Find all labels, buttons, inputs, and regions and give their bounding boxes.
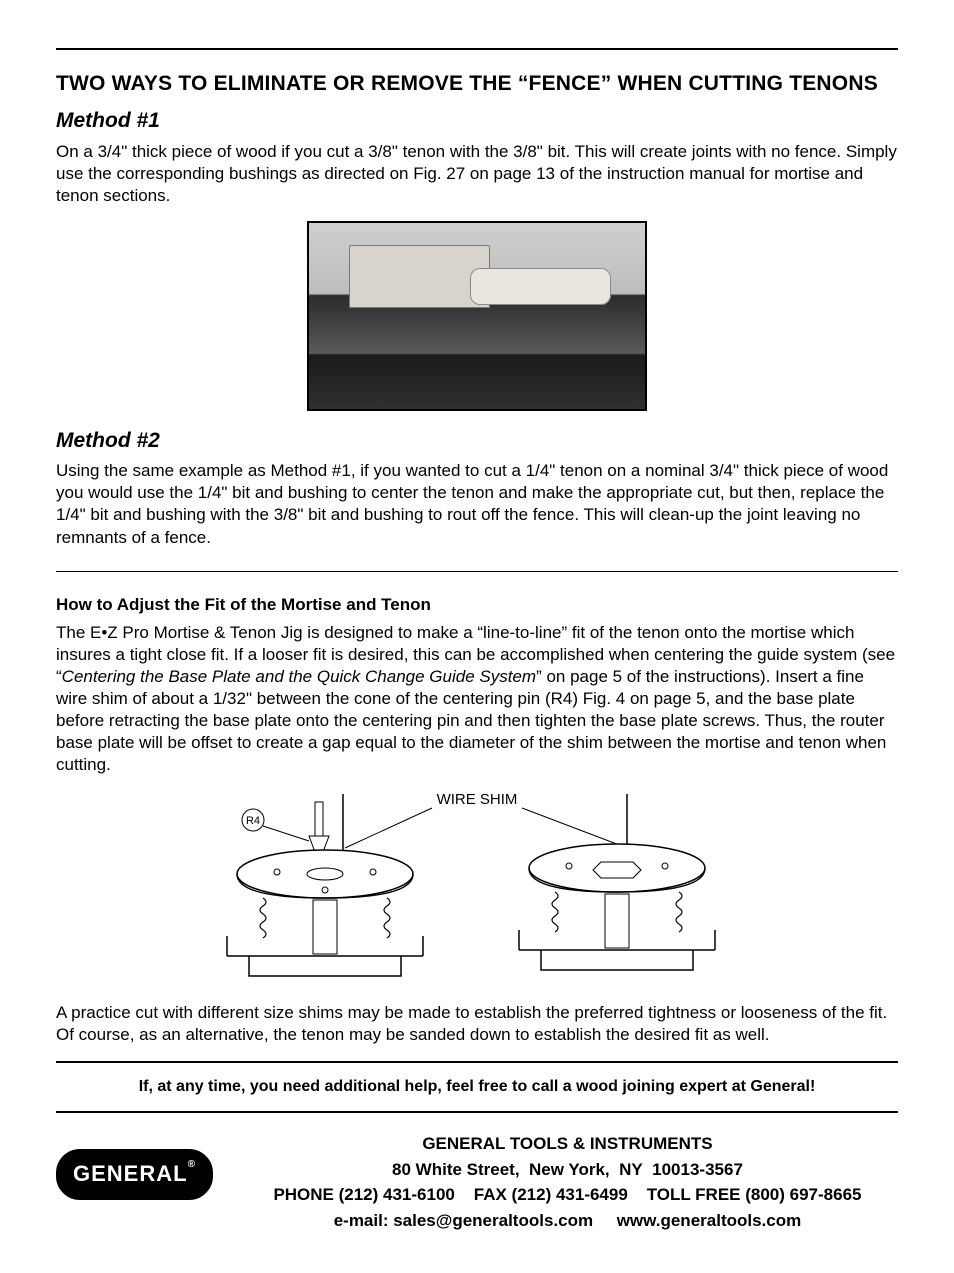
method2-body: Using the same example as Method #1, if … [56,460,898,548]
section-rule-1 [56,571,898,572]
adjust-heading: How to Adjust the Fit of the Mortise and… [56,594,898,616]
method2-heading: Method #2 [56,427,898,454]
registered-mark: ® [188,1159,196,1170]
footer-info: GENERAL TOOLS & INSTRUMENTS 80 White Str… [237,1131,898,1233]
footer-company: GENERAL TOOLS & INSTRUMENTS [237,1131,898,1157]
method1-heading: Method #1 [56,107,898,134]
tenon-photo-placeholder [307,221,647,411]
page-title: TWO WAYS TO ELIMINATE OR REMOVE THE “FEN… [56,70,898,97]
top-rule [56,48,898,50]
figure-photo-wrap [56,221,898,417]
help-callout: If, at any time, you need additional hel… [56,1077,898,1098]
general-logo-badge: GENERAL® [56,1149,213,1200]
footer-logo: GENERAL® [56,1149,213,1200]
adjust-paragraph-2: A practice cut with different size shims… [56,1002,898,1046]
left-assembly: R4 [227,794,423,976]
footer-contact-line: e-mail: sales@generaltools.com www.gener… [237,1208,898,1234]
r4-label: R4 [246,815,260,827]
footer-phone-line: PHONE (212) 431-6100 FAX (212) 431-6499 … [237,1182,898,1208]
footer: GENERAL® GENERAL TOOLS & INSTRUMENTS 80 … [56,1131,898,1233]
adjust-paragraph-1: The E•Z Pro Mortise & Tenon Jig is desig… [56,622,898,777]
adjust-p1-italic: Centering the Base Plate and the Quick C… [62,667,536,686]
footer-address: 80 White Street, New York, NY 10013-3567 [237,1157,898,1183]
section-rule-2 [56,1061,898,1063]
right-assembly [519,794,715,970]
wire-shim-label: WIRE SHIM [437,791,518,808]
section-rule-3 [56,1111,898,1113]
wire-shim-diagram: WIRE SHIM R4 [197,786,757,996]
diagram-row: WIRE SHIM R4 [56,786,898,996]
method1-body: On a 3/4" thick piece of wood if you cut… [56,141,898,207]
